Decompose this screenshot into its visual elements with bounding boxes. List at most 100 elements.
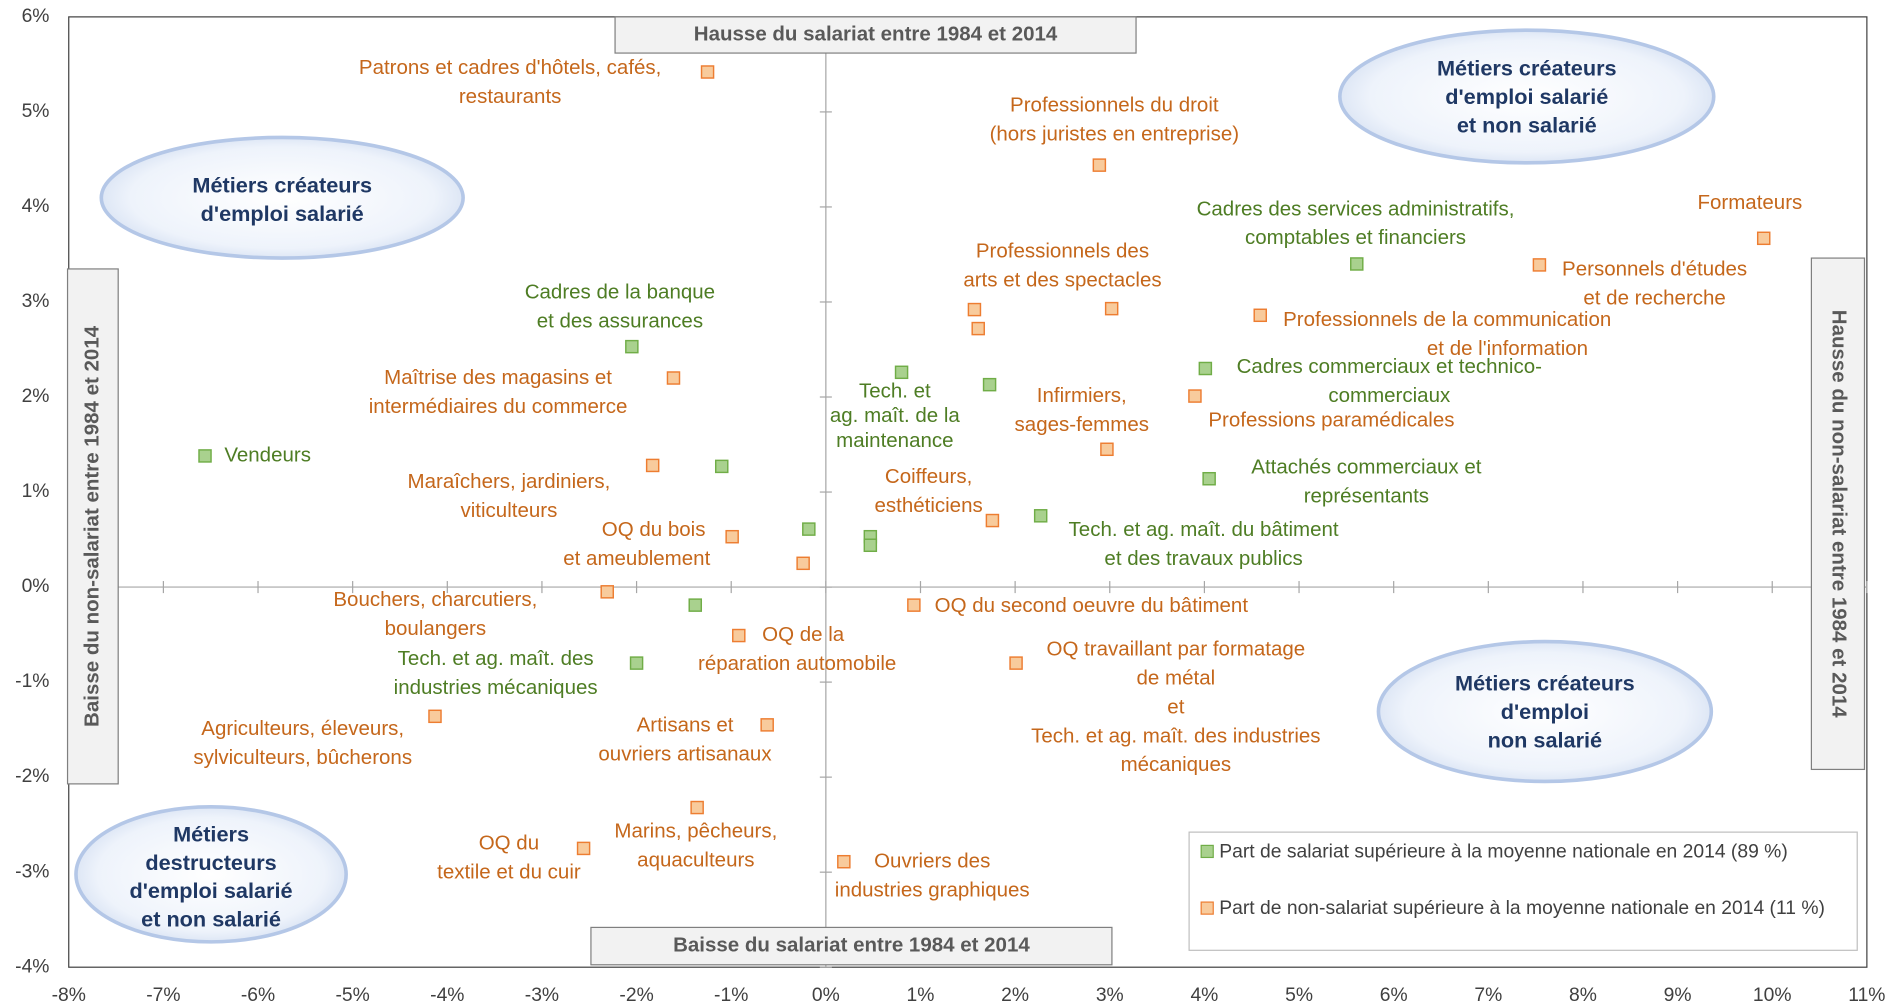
y-tick-label: 6% <box>22 6 50 27</box>
quadrant-label: d'emploi salarié <box>201 201 364 226</box>
quadrant-label: d'emploi salarié <box>1445 84 1608 109</box>
quadrant-label: Métiers créateurs <box>192 173 372 198</box>
point-label: Coiffeurs, <box>885 465 972 488</box>
y-tick-label: -2% <box>15 766 49 787</box>
axis-note: Baisse du salariat entre 1984 et 2014 <box>673 934 1030 957</box>
x-tick-label: 0% <box>812 985 840 1006</box>
point-label: viticulteurs <box>461 499 558 522</box>
quadrant-ellipse <box>1376 639 1714 784</box>
scatter-point <box>1033 509 1048 523</box>
axis-note: Hausse du non-salariat entre 1984 et 201… <box>1828 310 1851 719</box>
point-label: OQ du bois <box>602 518 706 541</box>
quadrant-label: Métiers <box>173 821 249 846</box>
scatter-point <box>967 302 982 317</box>
x-tick-label: 1% <box>907 985 935 1006</box>
y-tick-label: 5% <box>22 101 50 122</box>
x-tick-label: -6% <box>241 985 275 1006</box>
point-label: Personnels d'études <box>1562 258 1747 281</box>
point-label: Tech. et ag. maît. du bâtiment <box>1069 518 1339 541</box>
quadrant-label: d'emploi salarié <box>130 878 293 903</box>
legend-entry: Part de salariat supérieure à la moyenne… <box>1219 842 1788 863</box>
point-label: restaurants <box>459 85 562 108</box>
scatter-point <box>1756 231 1771 246</box>
x-tick-label: 2% <box>1001 985 1029 1006</box>
point-label: arts et des spectacles <box>963 268 1161 291</box>
point-label: Professions paramédicales <box>1208 408 1454 431</box>
y-tick-label: -3% <box>15 861 49 882</box>
legend-swatch <box>1200 901 1214 915</box>
point-label: réparation automobile <box>698 652 896 675</box>
point-label: et des travaux publics <box>1104 547 1302 570</box>
point-label: industries graphiques <box>835 879 1030 902</box>
point-label: Vendeurs <box>224 443 311 466</box>
scatter-point <box>576 841 591 856</box>
scatter-point <box>645 458 660 473</box>
scatter-point <box>863 538 878 553</box>
scatter-point <box>796 556 810 571</box>
quadrant-ellipse <box>99 135 465 260</box>
scatter-point <box>198 449 212 463</box>
scatter-point <box>1100 442 1114 457</box>
scatter-point <box>690 800 704 815</box>
point-label: Marins, pêcheurs, <box>614 820 777 843</box>
scatter-point <box>1198 361 1213 376</box>
point-label: esthéticiens <box>874 494 982 517</box>
point-label: Cadres de la banque <box>525 280 715 303</box>
point-label: Infirmiers, <box>1037 384 1127 407</box>
y-tick-label: -4% <box>15 956 49 977</box>
point-label: aquaculteurs <box>637 848 754 871</box>
scatter-point <box>714 459 729 474</box>
point-label: sages-femmes <box>1015 413 1149 436</box>
scatter-point <box>1532 258 1547 272</box>
point-label: Formateurs <box>1697 191 1802 214</box>
x-tick-label: 10% <box>1753 985 1792 1006</box>
x-tick-label: 8% <box>1569 985 1597 1006</box>
point-label: ag. maît. de la <box>830 404 961 427</box>
quadrant-label: et non salarié <box>141 907 281 932</box>
point-label: Maîtrise des magasins et <box>384 366 612 389</box>
y-tick-label: 1% <box>22 481 50 502</box>
scatter-point <box>985 513 1000 528</box>
scatter-point <box>1092 158 1107 172</box>
scatter-point <box>1009 656 1023 670</box>
legend-box <box>1188 831 1858 951</box>
point-label: Cadres commerciaux et technico- <box>1237 355 1542 378</box>
point-label: textile et du cuir <box>437 861 581 884</box>
x-tick-label: 5% <box>1285 985 1313 1006</box>
scatter-point <box>428 709 442 724</box>
y-tick-label: 3% <box>22 291 50 312</box>
quadrant-label: Métiers créateurs <box>1437 56 1617 81</box>
point-label: OQ travaillant par formatage <box>1047 637 1306 660</box>
point-label: sylviculteurs, bûcherons <box>193 746 412 769</box>
x-tick-label: 4% <box>1190 985 1218 1006</box>
point-label: boulangers <box>385 617 486 640</box>
point-label: OQ du <box>479 832 539 855</box>
point-label: mécaniques <box>1121 753 1232 776</box>
y-tick-label: 0% <box>22 576 50 597</box>
scatter-point <box>760 718 774 732</box>
axis-note: Hausse du salariat entre 1984 et 2014 <box>694 22 1058 45</box>
x-tick-label: 9% <box>1664 985 1692 1006</box>
quadrant-ellipse <box>74 804 348 944</box>
point-label: Tech. et <box>859 379 931 402</box>
x-tick-label: 6% <box>1380 985 1408 1006</box>
point-label: Professionnels du droit <box>1010 94 1219 117</box>
y-tick-label: 4% <box>22 196 50 217</box>
point-label: et <box>1167 695 1184 718</box>
point-label: commerciaux <box>1328 384 1451 407</box>
point-label: Maraîchers, jardiniers, <box>408 470 611 493</box>
scatter-point <box>1104 301 1119 316</box>
point-label: (hors juristes en entreprise) <box>990 122 1240 145</box>
x-tick-label: -4% <box>430 985 464 1006</box>
scatter-point <box>1202 471 1216 486</box>
axis-note: Baisse du non-salariat entre 1984 et 201… <box>80 325 103 727</box>
scatter-point <box>907 598 921 612</box>
y-tick-label: -1% <box>15 671 49 692</box>
scatter-point <box>1188 389 1202 403</box>
x-tick-label: -8% <box>52 985 86 1006</box>
scatter-point <box>688 598 703 612</box>
x-tick-label: 3% <box>1096 985 1124 1006</box>
scatter-point <box>600 585 614 599</box>
scatter-point <box>971 321 985 336</box>
